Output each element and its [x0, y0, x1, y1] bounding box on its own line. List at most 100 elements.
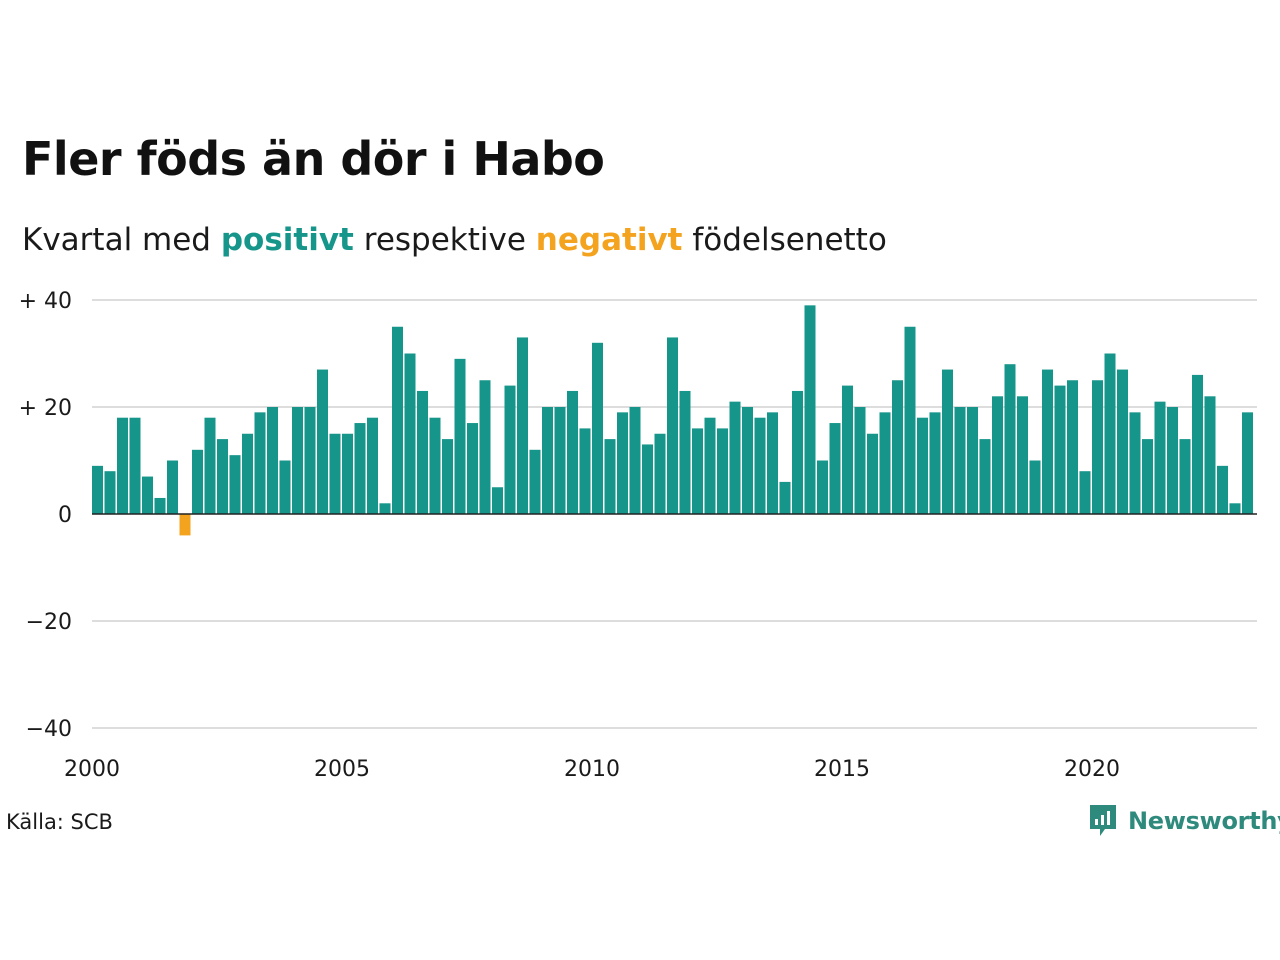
bar	[679, 390, 691, 514]
bar	[329, 433, 341, 514]
bar	[1204, 396, 1216, 514]
bar	[879, 412, 891, 514]
x-tick-label: 2020	[1064, 757, 1120, 782]
bar	[104, 471, 116, 514]
bar	[1217, 465, 1228, 514]
bar	[1054, 385, 1066, 514]
bar	[792, 390, 803, 514]
bar	[692, 428, 703, 514]
bar	[392, 326, 403, 514]
bar	[404, 353, 416, 514]
x-tick-label: 2005	[314, 757, 370, 782]
bar	[917, 417, 928, 514]
bar	[1154, 401, 1166, 514]
bar	[567, 390, 578, 514]
bar	[379, 503, 391, 514]
subtitle-suffix: födelsenetto	[692, 222, 887, 258]
bar	[517, 337, 528, 514]
bar	[167, 460, 178, 514]
bar	[929, 412, 941, 514]
bar	[129, 417, 141, 514]
bar	[604, 439, 616, 514]
bar	[279, 460, 291, 514]
x-tick-label: 2015	[814, 757, 870, 782]
bar	[717, 428, 728, 514]
bar	[742, 407, 753, 514]
bar	[1092, 380, 1103, 514]
bar	[429, 417, 441, 514]
bar	[317, 369, 328, 514]
bar	[1042, 369, 1053, 514]
subtitle-positive-word: positivt	[220, 222, 354, 258]
subtitle-prefix: Kvartal med	[22, 222, 211, 258]
newsworthy-logo-icon	[1090, 805, 1116, 836]
bar	[267, 407, 278, 514]
bar	[1029, 460, 1041, 514]
bar	[867, 433, 878, 514]
bar	[579, 428, 591, 514]
bar	[542, 407, 553, 514]
bar	[1004, 364, 1016, 514]
y-tick-label: + 20	[19, 396, 72, 421]
bar	[1179, 439, 1191, 514]
x-tick-label: 2010	[564, 757, 620, 782]
bar	[454, 358, 466, 514]
bar	[92, 465, 103, 514]
bar	[192, 449, 203, 514]
x-tick-label: 2000	[64, 757, 120, 782]
bar	[842, 385, 853, 514]
y-tick-label: + 40	[19, 289, 72, 314]
subtitle-negative-word: negativt	[535, 222, 683, 258]
brand-logo: Newsworthy	[1088, 803, 1280, 839]
bar	[817, 460, 828, 514]
bar	[854, 407, 866, 514]
bar	[254, 412, 266, 514]
bar	[704, 417, 716, 514]
bar	[904, 326, 916, 514]
bar	[417, 390, 428, 514]
bar	[342, 433, 353, 514]
bar	[554, 407, 566, 514]
bar	[142, 476, 153, 514]
bar	[367, 417, 378, 514]
bar	[979, 439, 991, 514]
bar	[967, 407, 978, 514]
bar	[354, 423, 366, 514]
chart-subtitle: Kvartal med positivt respektive negativt…	[22, 222, 887, 258]
bar	[467, 423, 478, 514]
x-axis-ticks: 2000 2005 2010 2015 2020	[64, 757, 1120, 782]
bar	[1017, 396, 1028, 514]
bar	[217, 439, 228, 514]
bar	[767, 412, 778, 514]
bar	[992, 396, 1003, 514]
brand-name: Newsworthy	[1128, 807, 1280, 835]
bar	[492, 487, 503, 514]
bar	[829, 423, 841, 514]
bar	[292, 407, 303, 514]
bar-chart: + 40 + 20 0 −20 −40 2000 2005 2010 2015 2020	[19, 289, 1257, 782]
y-tick-label: −40	[26, 717, 72, 742]
bar	[942, 369, 953, 514]
bar	[779, 481, 791, 514]
subtitle-middle: respektive	[363, 222, 526, 258]
bar	[1117, 369, 1128, 514]
y-tick-label: 0	[58, 503, 72, 528]
bar	[642, 444, 653, 514]
bar	[892, 380, 903, 514]
bar	[179, 514, 191, 536]
bar	[1079, 471, 1091, 514]
bar	[804, 305, 816, 514]
bar	[667, 337, 678, 514]
bar	[1192, 374, 1203, 514]
bar	[592, 342, 603, 514]
bar	[1242, 412, 1253, 514]
bar	[529, 449, 541, 514]
bar	[629, 407, 641, 514]
bar	[1104, 353, 1116, 514]
bar	[729, 401, 741, 514]
bar	[442, 439, 453, 514]
bar	[117, 417, 128, 514]
source-note: Källa: SCB	[6, 810, 113, 834]
bar	[304, 407, 316, 514]
bar	[1067, 380, 1078, 514]
